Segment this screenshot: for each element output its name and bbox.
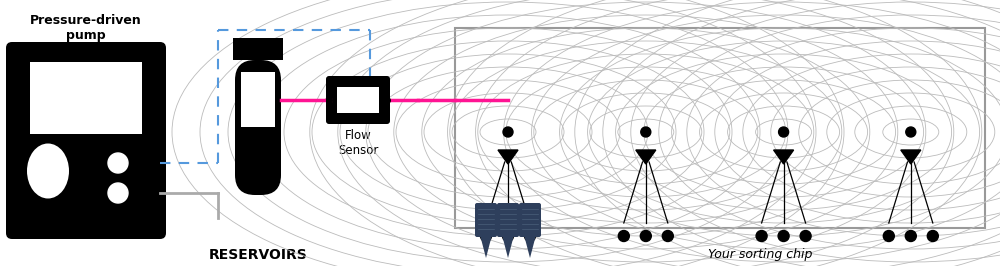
Circle shape (927, 231, 938, 242)
Circle shape (640, 231, 651, 242)
Circle shape (503, 127, 513, 137)
Polygon shape (901, 150, 921, 164)
Bar (337, 87, 379, 113)
FancyBboxPatch shape (6, 42, 166, 239)
Circle shape (778, 231, 789, 242)
Bar (241, 72, 275, 127)
Bar (233, 38, 283, 60)
Bar (30, 62, 142, 134)
Circle shape (108, 183, 128, 203)
Circle shape (883, 231, 894, 242)
Ellipse shape (27, 143, 69, 198)
Circle shape (905, 231, 916, 242)
Circle shape (618, 231, 629, 242)
FancyBboxPatch shape (235, 60, 281, 195)
FancyBboxPatch shape (475, 203, 497, 237)
Circle shape (779, 127, 789, 137)
Circle shape (503, 231, 514, 242)
FancyBboxPatch shape (326, 76, 390, 124)
Polygon shape (502, 235, 514, 258)
Circle shape (756, 231, 767, 242)
Polygon shape (524, 235, 536, 258)
Circle shape (662, 231, 673, 242)
Text: Your sorting chip: Your sorting chip (708, 248, 812, 261)
Polygon shape (774, 150, 794, 164)
Polygon shape (480, 235, 492, 258)
Bar (455, 28, 985, 228)
Circle shape (480, 231, 492, 242)
Circle shape (524, 231, 536, 242)
FancyBboxPatch shape (497, 203, 519, 237)
Text: RESERVOIRS: RESERVOIRS (209, 248, 307, 262)
Circle shape (800, 231, 811, 242)
Polygon shape (498, 150, 518, 164)
Text: Pressure-driven
pump: Pressure-driven pump (30, 14, 142, 42)
FancyBboxPatch shape (519, 203, 541, 237)
Circle shape (108, 153, 128, 173)
Circle shape (906, 127, 916, 137)
Polygon shape (636, 150, 656, 164)
Circle shape (641, 127, 651, 137)
Text: Flow
Sensor: Flow Sensor (338, 129, 378, 157)
